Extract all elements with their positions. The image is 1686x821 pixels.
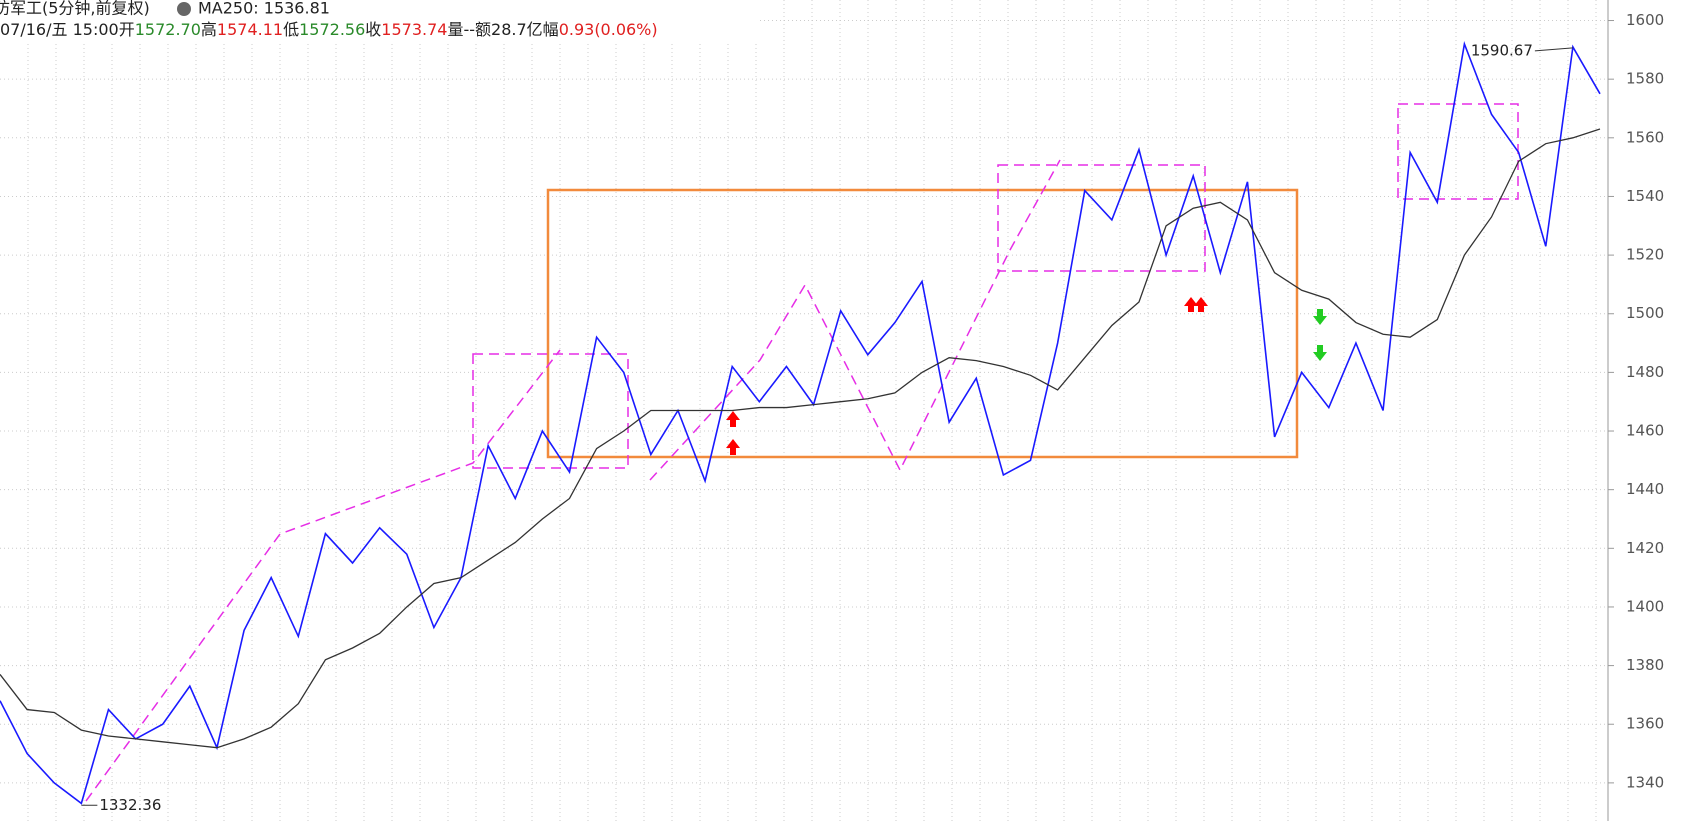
field-label: 高 <box>201 20 217 39</box>
y-tick-label: 1380 <box>1626 656 1664 674</box>
y-tick-label: 1560 <box>1626 128 1664 146</box>
y-tick-label: 1400 <box>1626 597 1664 615</box>
y-tick-label: 1360 <box>1626 715 1664 733</box>
y-tick-label: 1460 <box>1626 422 1664 440</box>
zone-box <box>1397 103 1519 200</box>
arrow-up <box>726 411 740 427</box>
field-value: 1572.56 <box>299 20 365 39</box>
field-label: 低 <box>283 20 299 39</box>
field-value: 28.7亿 <box>491 20 543 39</box>
y-tick-label: 1440 <box>1626 480 1664 498</box>
zone-box <box>472 353 629 469</box>
quote-line: 07/16/五 15:00开1572.70高1574.11低1572.56收15… <box>0 20 658 39</box>
chart-title: 防军工(5分钟,前复权) <box>0 0 150 18</box>
annotation: 1332.36 <box>99 796 161 814</box>
range-box <box>546 188 1299 459</box>
header-bg <box>0 0 760 42</box>
arrow-up <box>726 439 740 455</box>
arrow-down <box>1313 345 1327 361</box>
annotation-leader <box>1534 47 1573 52</box>
field-value: -- <box>463 20 475 39</box>
arrow-down <box>1313 309 1327 325</box>
signal-arrows <box>726 297 1208 455</box>
plot: 1590.67 1332.36 <box>0 40 1601 814</box>
y-tick-label: 1520 <box>1626 246 1664 264</box>
icon <box>177 2 191 16</box>
arrow-up <box>1184 297 1198 312</box>
y-tick-label: 1340 <box>1626 773 1664 791</box>
zone-boxes <box>85 103 1519 802</box>
field-label: 幅 <box>543 20 559 39</box>
y-tick-label: 1580 <box>1626 70 1664 88</box>
field-value: 1573.74 <box>381 20 447 39</box>
arrow-up <box>1194 297 1208 312</box>
field-label: 量 <box>447 20 463 39</box>
series-line <box>0 128 1601 749</box>
signal-arrows <box>1313 309 1327 361</box>
field-label: 开 <box>119 20 135 39</box>
y-tick-label: 1540 <box>1626 187 1664 205</box>
datetime: 07/16/五 15:00 <box>0 20 119 39</box>
zone-box <box>997 164 1206 272</box>
field-value: 0.93(0.06%) <box>559 20 658 39</box>
field-label: 额 <box>475 20 491 39</box>
grid <box>0 0 1608 821</box>
field-value: 1574.11 <box>217 20 283 39</box>
indicator: MA250: 1536.81 <box>198 0 330 18</box>
field-value: 1572.70 <box>135 20 201 39</box>
y-tick-label: 1420 <box>1626 539 1664 557</box>
y-tick-label: 1500 <box>1626 304 1664 322</box>
annotation: 1590.67 <box>1471 41 1533 59</box>
y-tick-label: 1600 <box>1626 11 1664 29</box>
trend-line <box>85 349 561 802</box>
field-label: 收 <box>365 20 381 39</box>
y-tick-label: 1480 <box>1626 363 1664 381</box>
series-line <box>0 40 1601 805</box>
